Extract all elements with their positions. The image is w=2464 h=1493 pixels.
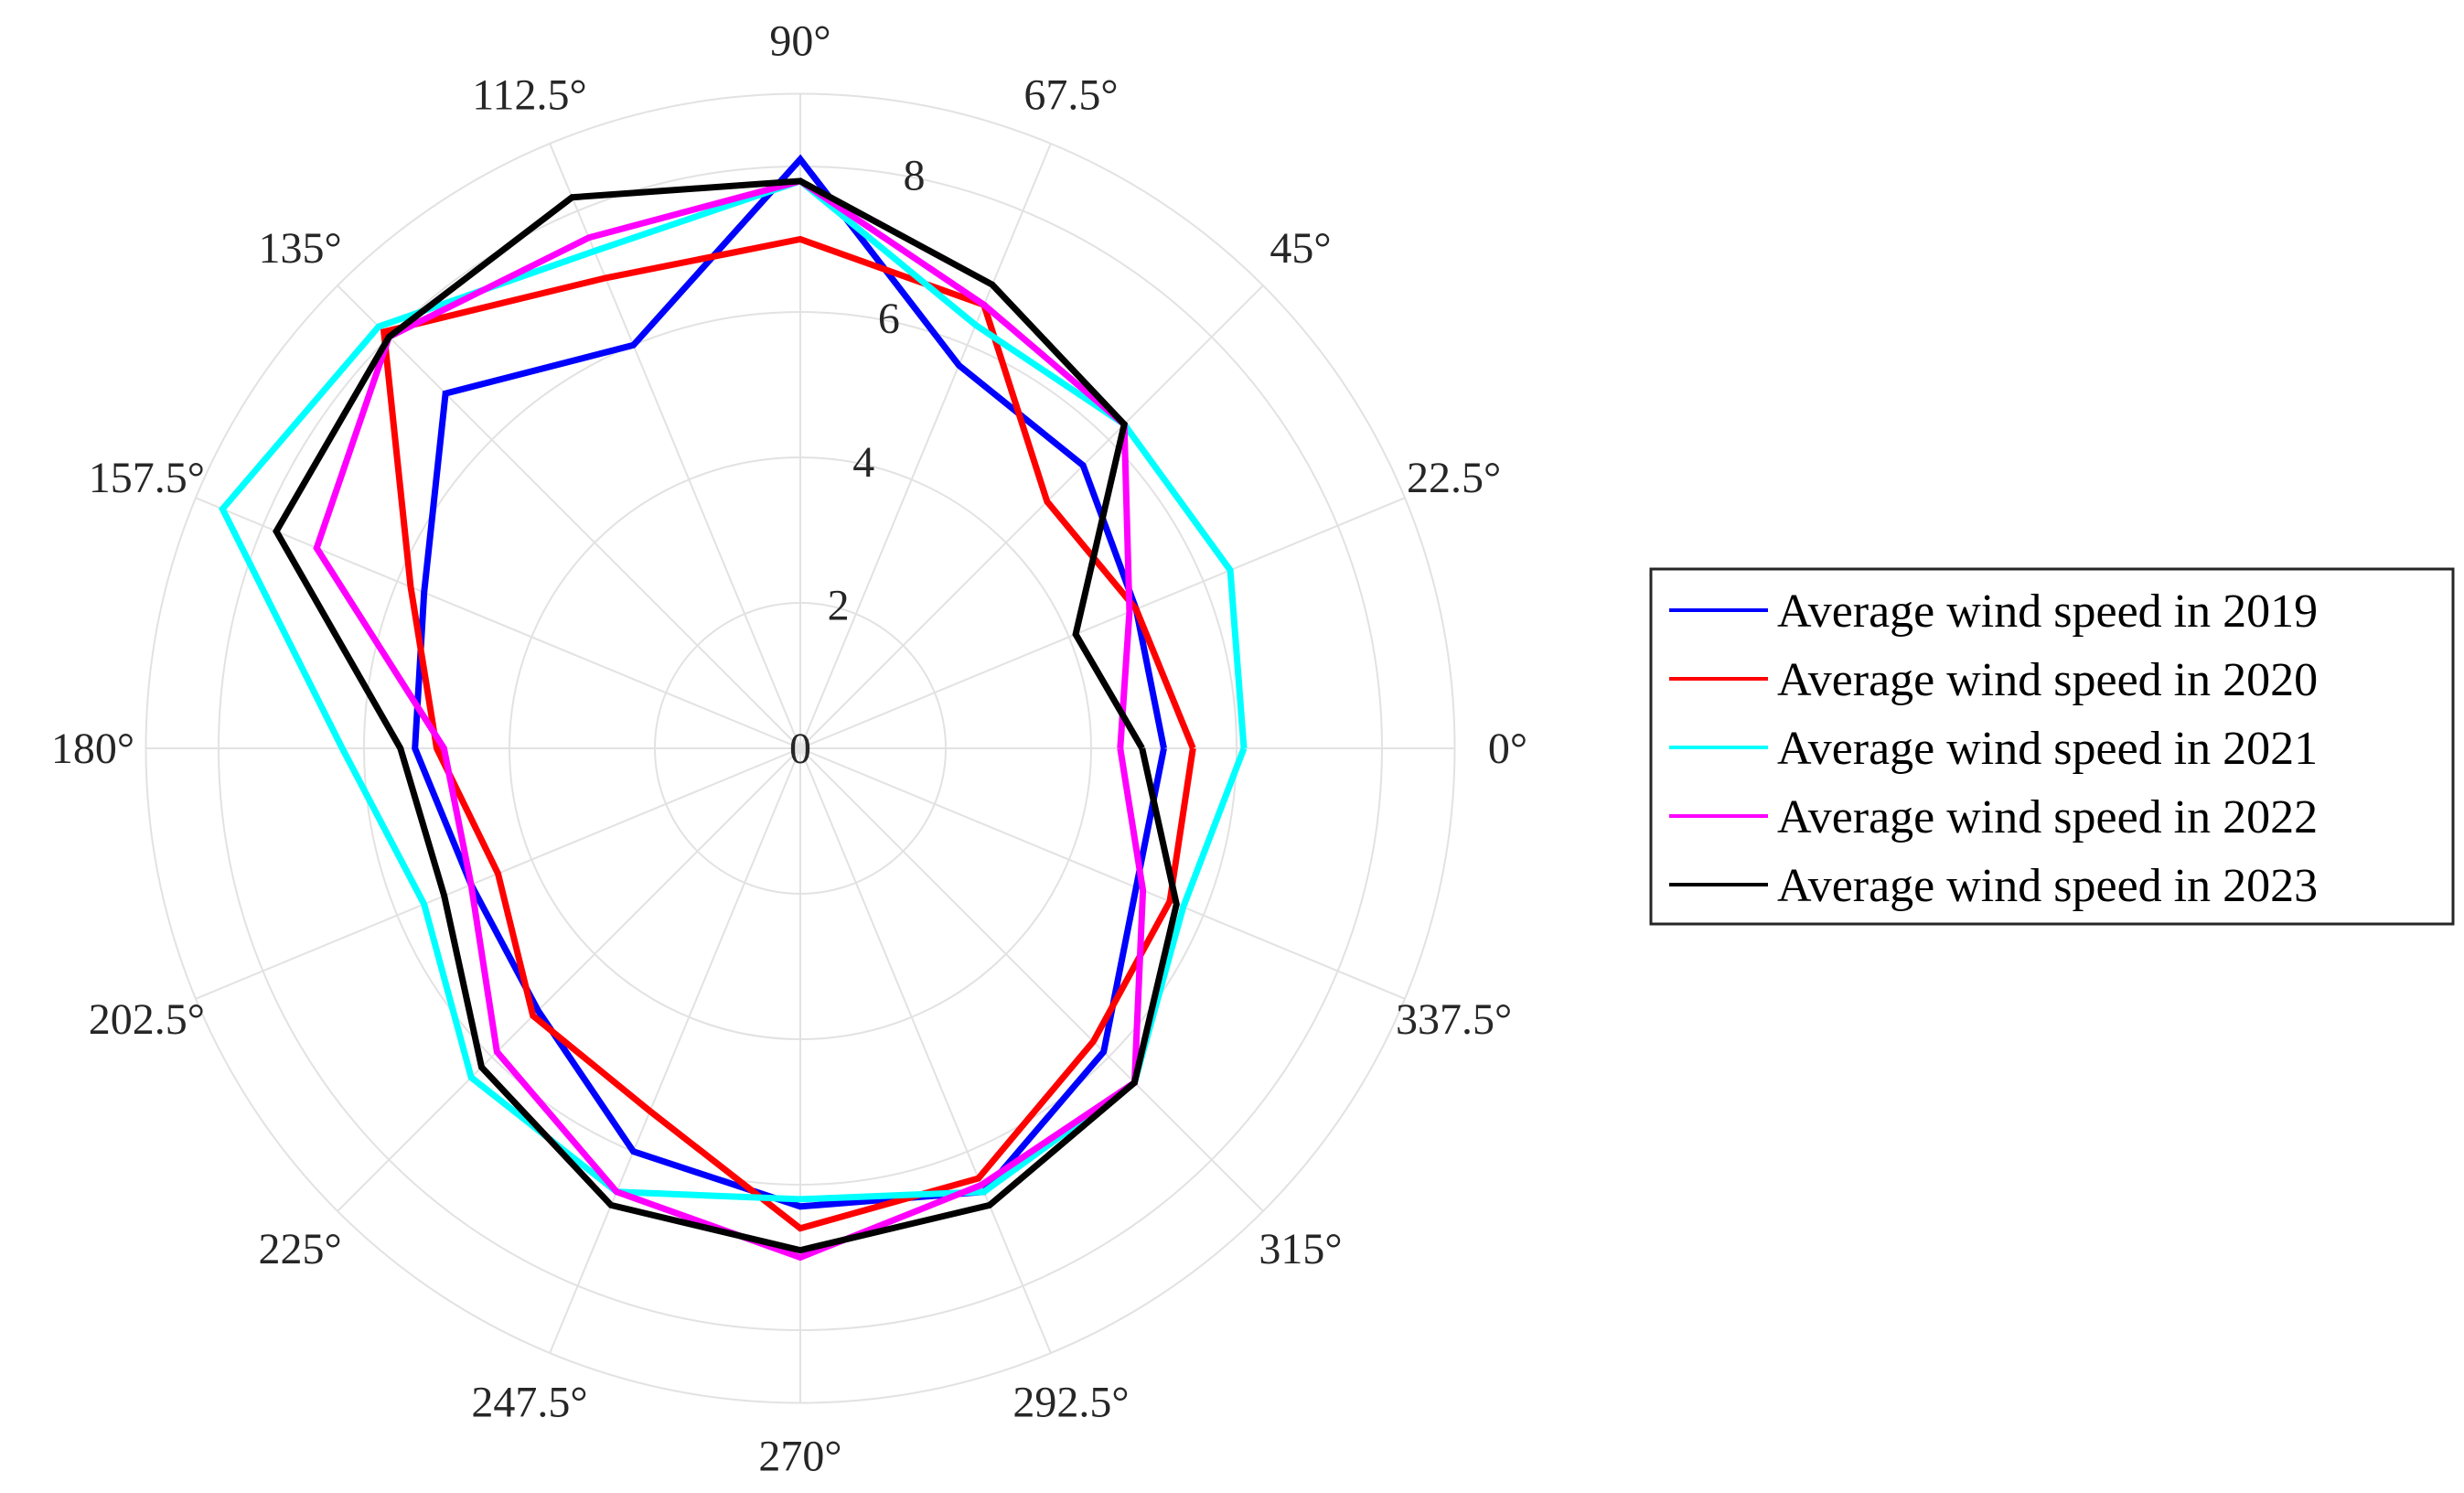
radial-tick-label: 2 [828, 581, 850, 629]
grid-spoke-2 [799, 285, 1264, 749]
angle-tick-label: 67.5° [1023, 70, 1118, 119]
angle-tick-label: 0° [1488, 725, 1527, 773]
series-line-3 [219, 177, 1248, 1203]
grid-spoke-5 [549, 143, 801, 749]
legend-label: Average wind speed in 2023 [1777, 860, 2318, 912]
angle-tick-label: 202.5° [89, 995, 205, 1044]
angle-tick-label: 112.5° [472, 70, 586, 119]
angle-tick-label: 157.5° [89, 454, 205, 502]
polar-grid [145, 92, 1456, 1404]
angle-tick-label: 337.5° [1396, 995, 1512, 1044]
angle-tick-label: 247.5° [471, 1379, 587, 1427]
angle-tick-labels: 0°22.5°45°67.5°90°112.5°135°157.5°180°20… [51, 17, 1527, 1481]
radial-tick-label: 8 [903, 152, 925, 200]
grid-spoke-13 [799, 747, 1052, 1354]
legend-label: Average wind speed in 2019 [1777, 585, 2318, 638]
grid-spoke-14 [799, 747, 1264, 1212]
series-lines [219, 154, 1248, 1262]
angle-tick-label: 22.5° [1407, 454, 1501, 502]
series-line-5 [273, 177, 1180, 1254]
legend-label: Average wind speed in 2021 [1777, 723, 2318, 775]
radial-tick-label: 0 [789, 725, 811, 773]
grid-spoke-15 [799, 747, 1406, 1000]
angle-tick-label: 292.5° [1012, 1379, 1129, 1427]
grid-spoke-7 [195, 497, 801, 749]
series-line-2 [380, 235, 1196, 1232]
radial-tick-label: 6 [878, 295, 900, 343]
grid-spoke-10 [337, 747, 801, 1212]
grid-spoke-11 [549, 747, 801, 1354]
angle-tick-label: 45° [1269, 224, 1331, 273]
series-line-1 [412, 154, 1167, 1210]
angle-tick-label: 90° [769, 17, 830, 66]
angle-tick-label: 225° [258, 1225, 341, 1273]
legend: Average wind speed in 2019 Average wind s… [1649, 567, 2455, 926]
grid-spoke-1 [799, 497, 1406, 749]
legend-box [1649, 567, 2455, 926]
grid-spoke-3 [799, 143, 1052, 749]
angle-tick-label: 180° [51, 725, 134, 773]
angle-tick-label: 315° [1259, 1225, 1342, 1273]
radial-tick-labels: 0 2 4 6 8 [789, 152, 925, 773]
legend-label: Average wind speed in 2022 [1777, 791, 2318, 843]
angle-tick-label: 270° [758, 1433, 841, 1481]
radial-tick-label: 4 [852, 438, 874, 487]
legend-label: Average wind speed in 2020 [1777, 654, 2318, 706]
series-line-4 [313, 177, 1147, 1262]
angle-tick-label: 135° [258, 224, 341, 273]
grid-spoke-6 [337, 285, 801, 749]
